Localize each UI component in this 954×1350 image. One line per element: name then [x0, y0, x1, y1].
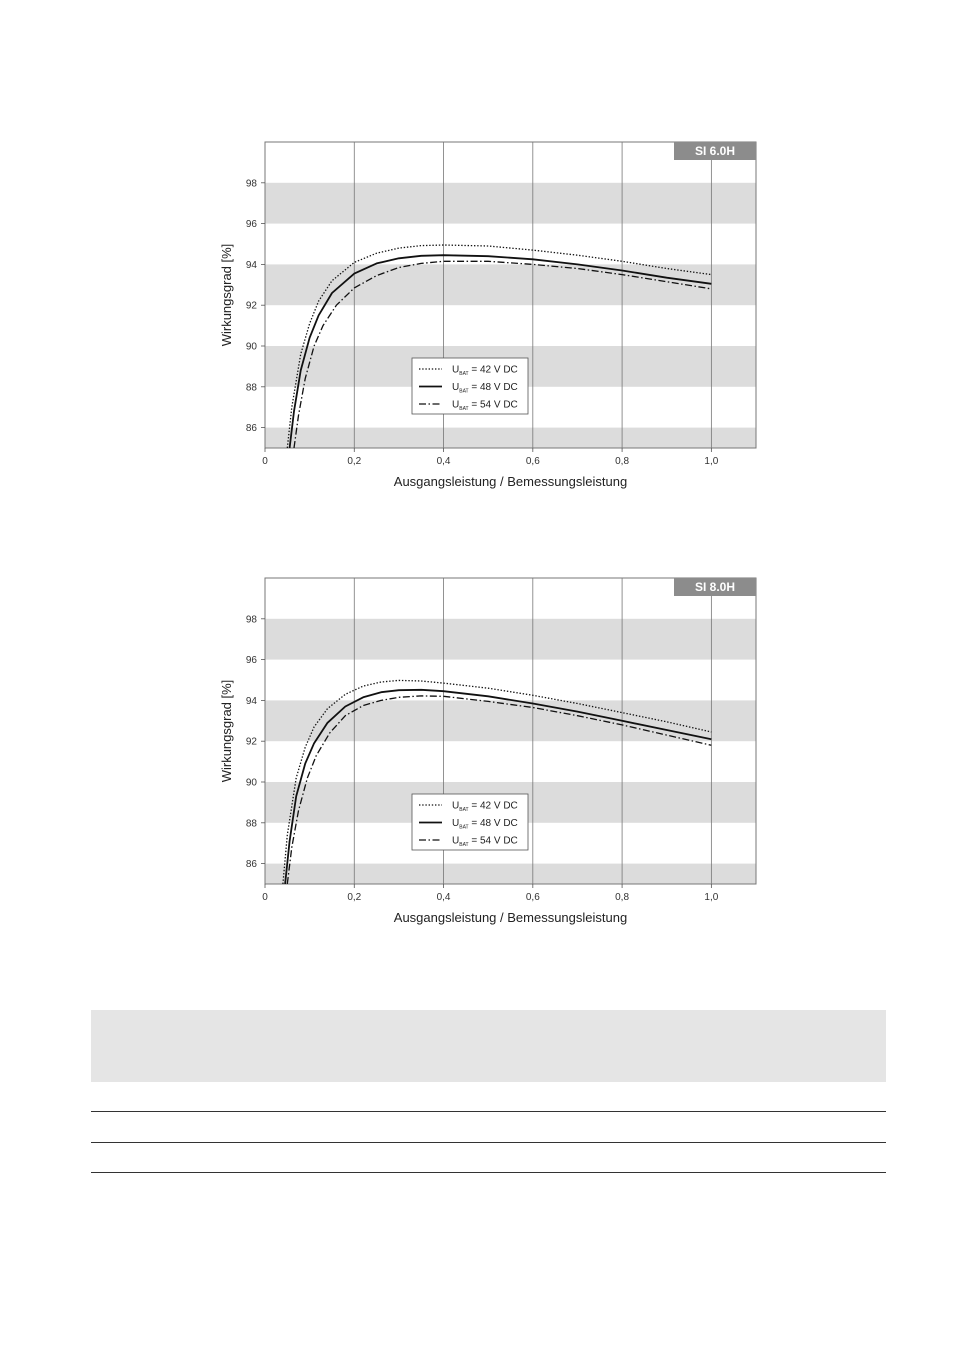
legend-label-sub: BAT	[459, 807, 468, 813]
legend-label-main: U	[452, 801, 459, 812]
y-tick-label: 98	[246, 178, 258, 189]
y-axis-title: Wirkungsgrad [%]	[219, 244, 234, 347]
x-tick-label: 1,0	[704, 456, 718, 467]
x-tick-label: 0,2	[347, 892, 361, 903]
y-tick-label: 98	[246, 614, 258, 625]
legend-label-sub: BAT	[459, 371, 468, 377]
legend-label-rest: = 54 V DC	[469, 400, 518, 411]
y-axis-title: Wirkungsgrad [%]	[219, 680, 234, 783]
x-tick-label: 0	[262, 456, 268, 467]
series-line-dotted	[286, 244, 712, 448]
y-tick-label: 90	[246, 778, 258, 789]
y-tick-label: 92	[246, 301, 258, 312]
legend-label-rest: = 54 V DC	[469, 836, 518, 847]
legend-label-main: U	[452, 365, 459, 376]
legend-label-main: U	[452, 382, 459, 393]
x-tick-label: 0,8	[615, 892, 629, 903]
legend-label: UBAT = 54 V DC	[452, 836, 518, 849]
model-badge	[674, 142, 756, 160]
x-tick-label: 0,6	[526, 456, 540, 467]
x-tick-label: 1,0	[704, 892, 718, 903]
legend-label-rest: = 48 V DC	[469, 818, 518, 829]
plot-frame	[264, 577, 757, 885]
x-axis-title: Ausgangsleistung / Bemessungsleistung	[394, 910, 627, 925]
legend-label: UBAT = 54 V DC	[452, 400, 518, 413]
model-badge-label: SI 6.0H	[695, 144, 735, 158]
series-group	[282, 679, 712, 884]
grid-band	[265, 863, 756, 884]
grid-band	[265, 700, 756, 742]
y-tick-label: 96	[246, 219, 258, 230]
legend-label-main: U	[452, 836, 459, 847]
x-tick-label: 0,4	[437, 892, 451, 903]
legend-label-sub: BAT	[459, 825, 468, 831]
grid-band	[265, 264, 756, 306]
y-tick-label: 90	[246, 342, 258, 353]
legend-label: UBAT = 48 V DC	[452, 818, 518, 831]
table-rule	[91, 1142, 886, 1143]
efficiency-chart-si-8: 86 88 90 92 94 96 98 0 0,2 0,4 0,6 0,8 1,0 Ausgangsle…	[219, 577, 757, 925]
legend-label-sub: BAT	[459, 842, 468, 848]
x-tick-label: 0,2	[347, 456, 361, 467]
legend-label-main: U	[452, 400, 459, 411]
series-line-solid	[284, 688, 712, 884]
table-header-block	[91, 1010, 886, 1082]
grid-band	[265, 427, 756, 448]
legend-label: UBAT = 42 V DC	[452, 365, 518, 378]
legend-label-rest: = 48 V DC	[469, 382, 518, 393]
y-tick-label: 88	[246, 382, 258, 393]
y-tick-label: 88	[246, 818, 258, 829]
x-tick-label: 0,6	[526, 892, 540, 903]
legend-label-rest: = 42 V DC	[469, 801, 518, 812]
grid-band	[265, 618, 756, 660]
y-tick-label: 92	[246, 737, 258, 748]
model-badge-label: SI 8.0H	[695, 580, 735, 594]
plot-frame	[264, 141, 757, 449]
legend-label: UBAT = 48 V DC	[452, 382, 518, 395]
legend-label-sub: BAT	[459, 389, 468, 395]
series-line-solid	[288, 254, 712, 448]
series-line-dashdot	[286, 695, 712, 884]
series-line-dotted	[282, 679, 712, 884]
legend-label-sub: BAT	[459, 406, 468, 412]
legend-label-rest: = 42 V DC	[469, 365, 518, 376]
y-tick-label: 86	[246, 423, 258, 434]
table-rule	[91, 1111, 886, 1112]
legend-label-main: U	[452, 818, 459, 829]
x-tick-label: 0,4	[437, 456, 451, 467]
y-tick-label: 94	[246, 260, 258, 271]
x-tick-label: 0,8	[615, 456, 629, 467]
y-tick-label: 86	[246, 859, 258, 870]
y-tick-label: 96	[246, 655, 258, 666]
x-axis-title: Ausgangsleistung / Bemessungsleistung	[394, 474, 627, 489]
x-tick-label: 0	[262, 892, 268, 903]
y-tick-label: 94	[246, 696, 258, 707]
efficiency-chart-si-6: 86 88 90 92 94 96 98 0 0,2 0,4 0,6 0,8 1,0 Ausgangsle…	[219, 141, 757, 489]
grid-band	[265, 182, 756, 224]
table-rule	[91, 1172, 886, 1173]
model-badge	[674, 578, 756, 596]
series-group	[286, 244, 712, 448]
legend-label: UBAT = 42 V DC	[452, 801, 518, 814]
series-line-dashdot	[293, 260, 712, 448]
